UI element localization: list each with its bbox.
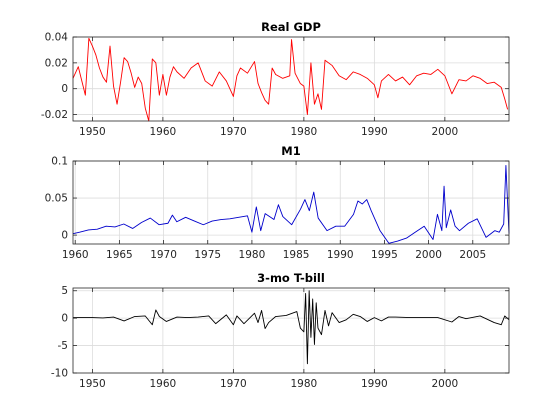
x-tick-label: 1950	[79, 126, 106, 138]
axes-box	[72, 160, 510, 245]
y-tick-label: 0.02	[45, 57, 68, 69]
series-line	[72, 37, 509, 122]
x-tick-label: 1995	[371, 249, 398, 261]
chart-title: Real GDP	[261, 20, 321, 34]
subplot-1: 1950 1960 1970 1980 1990 2000 -0.02 0 0.02 0.04 Re…	[41, 20, 510, 138]
y-tick-label: 0	[61, 83, 68, 95]
x-tick-label: 1975	[194, 249, 221, 261]
chart-title: M1	[281, 144, 300, 158]
y-tick-label: 5	[61, 285, 68, 297]
plot-area	[73, 161, 509, 244]
axes-box	[72, 36, 510, 122]
x-tick-label: 1970	[150, 249, 177, 261]
x-tick-label: 2005	[459, 249, 486, 261]
y-tick-label: 0.04	[45, 32, 69, 44]
y-tick-label: -0.02	[41, 109, 68, 121]
x-tick-label: 2000	[431, 126, 458, 138]
x-tick-label: 1950	[79, 378, 106, 390]
subplots: 1950 1960 1970 1980 1990 2000 -0.02 0 0.02 0.04 Re…	[41, 20, 510, 390]
y-tick-label: 0	[61, 313, 68, 325]
series-line	[73, 290, 510, 365]
axes-box	[72, 287, 510, 374]
x-tick-label: 1980	[290, 126, 317, 138]
x-tick-label: 1960	[150, 378, 177, 390]
x-tick-label: 2000	[415, 249, 442, 261]
x-tick-label: 1970	[220, 378, 247, 390]
x-tick-label: 1960	[150, 126, 177, 138]
chart-title: 3-mo T-bill	[257, 271, 325, 285]
x-tick-label: 2000	[431, 378, 458, 390]
x-tick-label: 1980	[239, 249, 266, 261]
y-tick-label: 0	[61, 230, 68, 242]
y-tick-label: 0.1	[51, 156, 68, 168]
y-tick-label: -10	[51, 368, 68, 380]
series-line	[72, 164, 510, 244]
x-tick-label: 1970	[220, 126, 247, 138]
y-tick-label: 0.05	[45, 193, 68, 205]
y-tick-label: -5	[58, 340, 68, 352]
plot-area	[73, 288, 509, 373]
subplot-3: 1950 1960 1970 1980 1990 2000 -10 -5 0 5 3-mo T-bi…	[51, 271, 510, 390]
x-tick-label: 1990	[361, 378, 388, 390]
subplot-2: 1960 1965 1970 1975 1980 1985 1990 1995 2000 2005…	[45, 144, 510, 261]
x-tick-label: 1980	[290, 378, 317, 390]
x-tick-label: 1965	[106, 249, 133, 261]
x-tick-label: 1990	[327, 249, 354, 261]
x-tick-label: 1990	[361, 126, 388, 138]
x-tick-label: 1985	[283, 249, 310, 261]
x-tick-label: 1960	[62, 249, 89, 261]
